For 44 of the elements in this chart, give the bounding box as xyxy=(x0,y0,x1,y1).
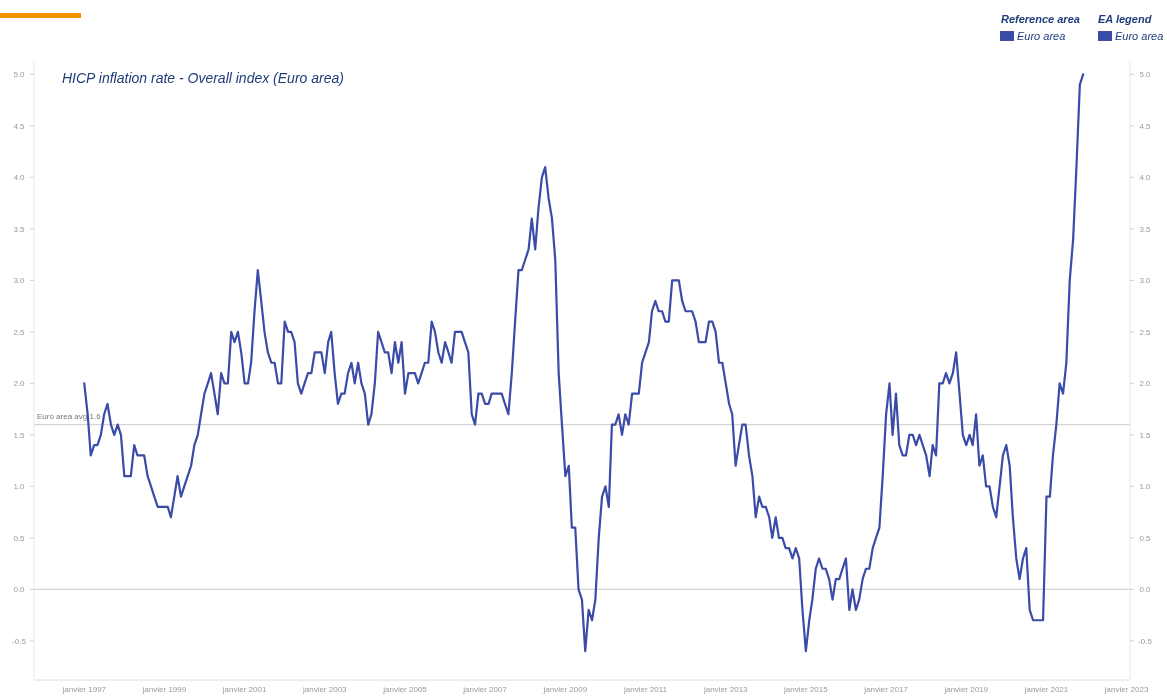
x-tick-label: janvier 2013 xyxy=(702,685,749,694)
x-tick-label: janvier 2003 xyxy=(301,685,348,694)
legend-title: EA legend xyxy=(1098,13,1152,25)
text: Reference area xyxy=(1001,13,1080,25)
y-tick-label: 0.5 xyxy=(13,533,26,543)
y-tick-label: 1.5 xyxy=(13,430,26,440)
y2-tick-label: 1.5 xyxy=(1139,430,1152,440)
y-tick-label: 2.0 xyxy=(13,379,26,389)
y2-tick-label: 0.0 xyxy=(1139,585,1152,595)
y2-tick-label: 3.5 xyxy=(1139,224,1152,234)
y-tick-label: 4.5 xyxy=(13,121,26,131)
x-tick-label: janvier 2023 xyxy=(1103,685,1149,694)
x-tick-label: janvier 2015 xyxy=(783,685,829,694)
x-tick-label: janvier 2019 xyxy=(943,685,989,694)
x-tick-label: janvier 2017 xyxy=(863,685,909,694)
y2-tick-label: 2.5 xyxy=(1139,327,1152,337)
y-tick-label: 5.0 xyxy=(13,70,26,80)
x-tick-label: janvier 1997 xyxy=(61,685,107,694)
y2-tick-label: 0.5 xyxy=(1139,533,1152,543)
x-tick-label: janvier 2005 xyxy=(382,685,428,694)
x-tick-label: janvier 2007 xyxy=(462,685,508,694)
x-tick-label: janvier 1999 xyxy=(141,685,187,694)
y2-tick-label: 4.5 xyxy=(1139,121,1152,131)
y2-tick-label: 4.0 xyxy=(1139,173,1152,183)
y-tick-label: 3.5 xyxy=(13,224,26,234)
x-tick-label: janvier 2021 xyxy=(1023,685,1069,694)
y2-tick-label: 5.0 xyxy=(1139,70,1152,80)
y-tick-label: 0.0 xyxy=(13,585,26,595)
y-tick-label: 2.5 xyxy=(13,327,26,337)
text: HICP inflation rate - Overall index (Euro area) xyxy=(62,70,344,86)
text: Euro area xyxy=(1017,30,1066,42)
y2-tick-label: -0.5 xyxy=(1138,636,1153,646)
x-tick-label: janvier 2011 xyxy=(623,685,668,694)
y2-tick-label: 1.0 xyxy=(1139,482,1152,492)
y2-tick-label: 2.0 xyxy=(1139,379,1152,389)
y2-tick-label: 3.0 xyxy=(1139,276,1152,286)
x-tick-label: janvier 2001 xyxy=(221,685,267,694)
legend-label: Euro area xyxy=(1115,30,1164,42)
y-tick-label: 1.0 xyxy=(13,482,26,492)
y-tick-label: -0.5 xyxy=(12,636,27,646)
y-tick-label: 3.0 xyxy=(13,276,26,286)
ref-line-label: Euro area avg 1.6 xyxy=(37,411,102,421)
y-tick-label: 4.0 xyxy=(13,173,26,183)
x-tick-label: janvier 2009 xyxy=(542,685,588,694)
